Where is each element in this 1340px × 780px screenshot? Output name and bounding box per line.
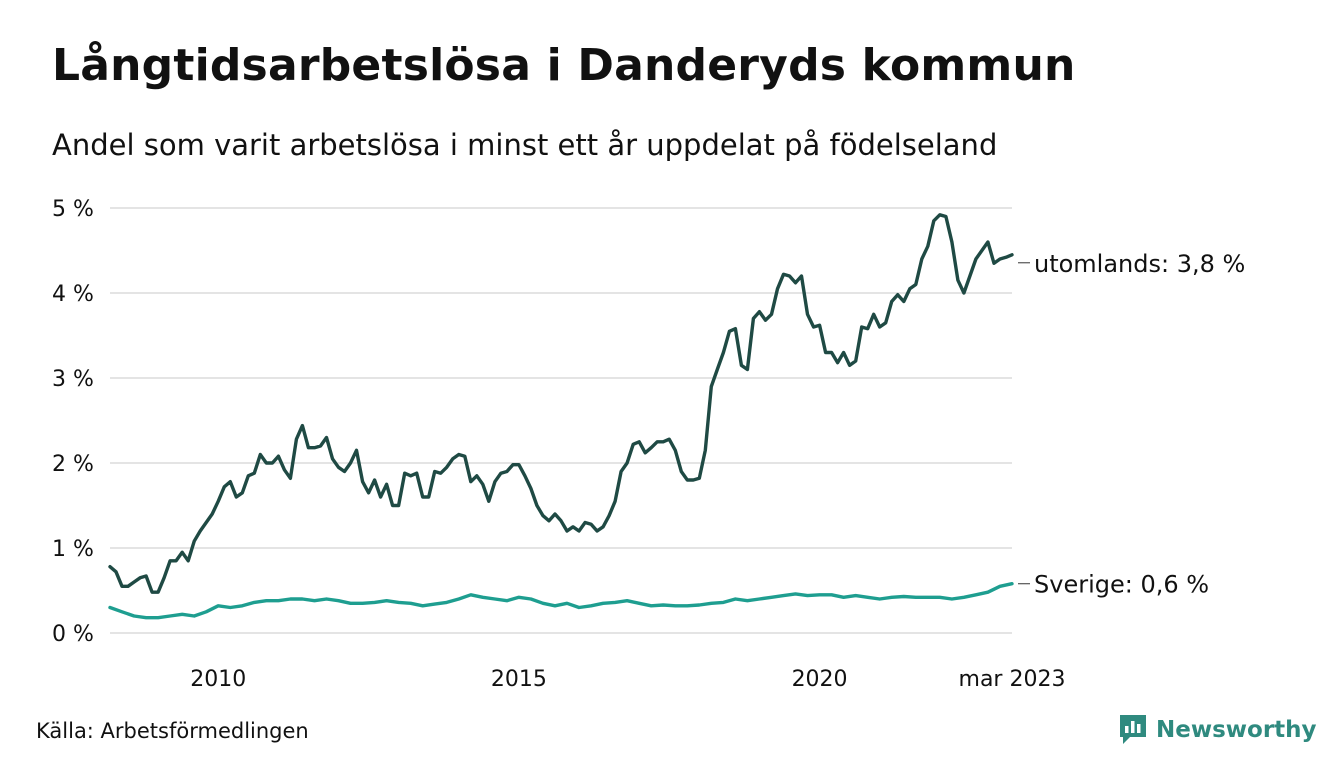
y-tick-label: 1 % — [52, 537, 94, 562]
brand-name: Newsworthy — [1156, 717, 1317, 743]
chart-subtitle: Andel som varit arbetslösa i minst ett å… — [52, 128, 998, 162]
series-end-label: Sverige: 0,6 % — [1034, 571, 1209, 599]
grid-lines — [110, 207, 1012, 634]
x-tick-label: mar 2023 — [959, 667, 1066, 692]
end-labels: utomlands: 3,8 % Sverige: 0,6 % — [1018, 250, 1245, 599]
y-tick-label: 3 % — [52, 367, 94, 392]
x-tick-label: 2015 — [491, 667, 547, 692]
series-end-label: utomlands: 3,8 % — [1034, 250, 1245, 278]
y-tick-label: 5 % — [52, 197, 94, 222]
x-axis-ticks: 2010 2015 2020 mar 2023 — [190, 667, 1065, 692]
series-line-sverige — [108, 582, 1014, 620]
x-tick-label: 2020 — [792, 667, 848, 692]
series-line-utomlands — [108, 213, 1014, 594]
series-lines — [108, 213, 1014, 620]
source-credit: Källa: Arbetsförmedlingen — [36, 719, 309, 743]
y-axis-ticks: 0 % 1 % 2 % 3 % 4 % 5 % — [52, 197, 94, 647]
y-tick-label: 4 % — [52, 282, 94, 307]
x-tick-label: 2010 — [190, 667, 246, 692]
chart-title: Långtidsarbetslösa i Danderyds kommun — [52, 40, 1076, 91]
newsworthy-logo-icon — [1120, 715, 1146, 744]
y-tick-label: 0 % — [52, 622, 94, 647]
brand-logo: Newsworthy — [1118, 713, 1317, 747]
y-tick-label: 2 % — [52, 452, 94, 477]
